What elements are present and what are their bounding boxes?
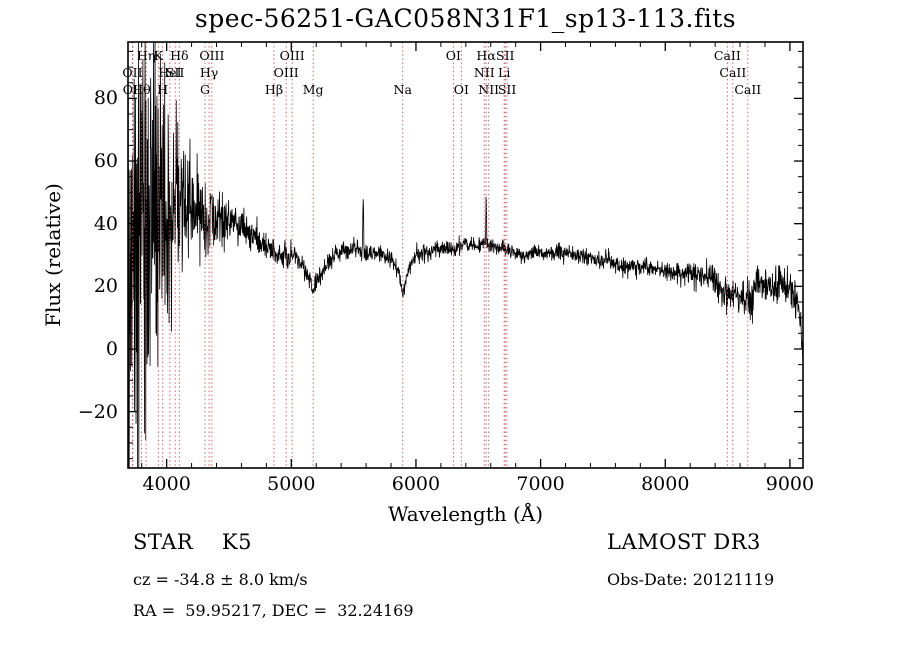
obs-date-text: Obs-Date: 20121119 bbox=[607, 570, 775, 589]
x-axis-title: Wavelength (Å) bbox=[387, 502, 544, 526]
axis-ticks bbox=[128, 42, 803, 468]
spectrum-trace bbox=[127, 41, 804, 469]
radial-velocity-text: cz = -34.8 ± 8.0 km/s bbox=[133, 570, 308, 589]
plot-frame bbox=[127, 41, 804, 469]
object-class-text: STAR K5 bbox=[133, 530, 252, 554]
spectral-line-markers bbox=[132, 42, 749, 468]
survey-release-text: LAMOST DR3 bbox=[607, 530, 761, 554]
ra-dec-text: RA = 59.95217, DEC = 32.24169 bbox=[133, 601, 414, 620]
plot-title: spec-56251-GAC058N31F1_sp13-113.fits bbox=[194, 4, 737, 33]
y-axis-title: Flux (relative) bbox=[41, 183, 65, 327]
